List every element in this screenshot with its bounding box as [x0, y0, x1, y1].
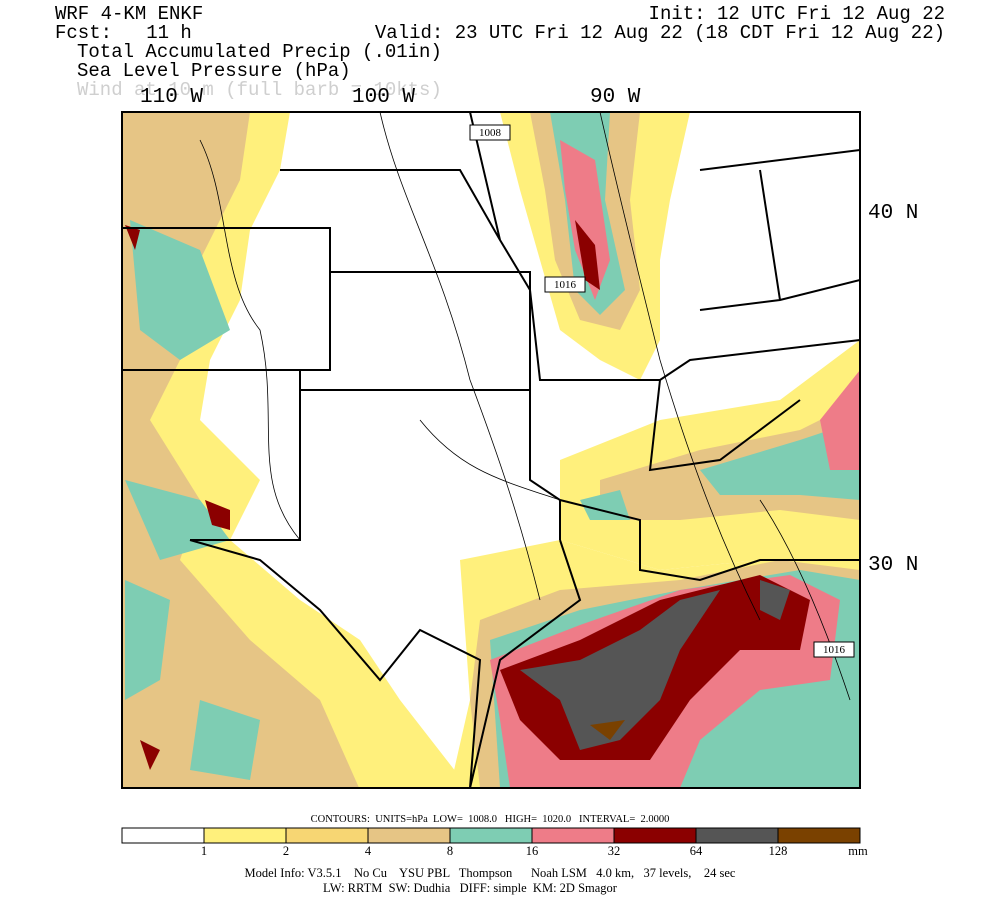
- colorbar-unit: mm: [848, 844, 868, 858]
- colorbar-box: [531, 827, 615, 844]
- contour-label: 1016: [544, 276, 586, 293]
- map: 1008 1016 1016: [121, 111, 861, 789]
- colorbar-tick-label: 4: [365, 844, 372, 858]
- colorbar-tick-label: 1: [201, 844, 207, 858]
- colorbar-tick-label: 64: [690, 844, 703, 858]
- colorbar-box: [613, 827, 697, 844]
- colorbar-box: [203, 827, 287, 844]
- colorbar-box: [449, 827, 533, 844]
- model-info: Model Info: V3.5.1 No Cu YSU PBL Thompso…: [245, 866, 736, 880]
- latitude-label: 30 N: [868, 554, 918, 577]
- contour-label-text: 1008: [479, 127, 502, 139]
- colorbar-tick-label: 16: [526, 844, 539, 858]
- colorbar-tick-label: 8: [447, 844, 453, 858]
- forecast-hour: Fcst: 11 h: [55, 22, 192, 44]
- init-time: Init: 12 UTC Fri 12 Aug 22: [649, 3, 945, 25]
- colorbar-tick-label: 128: [769, 844, 788, 858]
- field-label: Wind at 10 m (full barb = 10kts): [77, 79, 442, 101]
- contour-label: 1008: [469, 124, 511, 141]
- colorbar-box: [367, 827, 451, 844]
- model-info: LW: RRTM SW: Dudhia DIFF: simple KM: 2D …: [323, 881, 618, 895]
- longitude-label: 100 W: [352, 86, 415, 109]
- contour-info: CONTOURS: UNITS=hPa LOW= 1008.0 HIGH= 10…: [311, 814, 670, 825]
- field-label: Total Accumulated Precip (.01in): [77, 41, 442, 63]
- colorbar-box: [695, 827, 779, 844]
- colorbar-tick-label: 32: [608, 844, 621, 858]
- model-title: WRF 4-KM ENKF: [55, 3, 203, 25]
- colorbar-box: [777, 827, 861, 844]
- longitude-label: 90 W: [590, 86, 641, 109]
- contour-label-text: 1016: [823, 644, 846, 656]
- colorbar-tick-label: 2: [283, 844, 289, 858]
- contour-label-text: 1016: [554, 279, 577, 291]
- latitude-label: 40 N: [868, 202, 918, 225]
- longitude-label: 110 W: [140, 86, 203, 109]
- colorbar-box: [285, 827, 369, 844]
- valid-time: Valid: 23 UTC Fri 12 Aug 22 (18 CDT Fri …: [375, 22, 945, 44]
- field-label: Sea Level Pressure (hPa): [77, 60, 351, 82]
- colorbar-box: [121, 827, 205, 844]
- colorbar: 1 2 4 8 16 32 64 128 mm: [121, 827, 868, 858]
- contour-label: 1016: [813, 641, 855, 658]
